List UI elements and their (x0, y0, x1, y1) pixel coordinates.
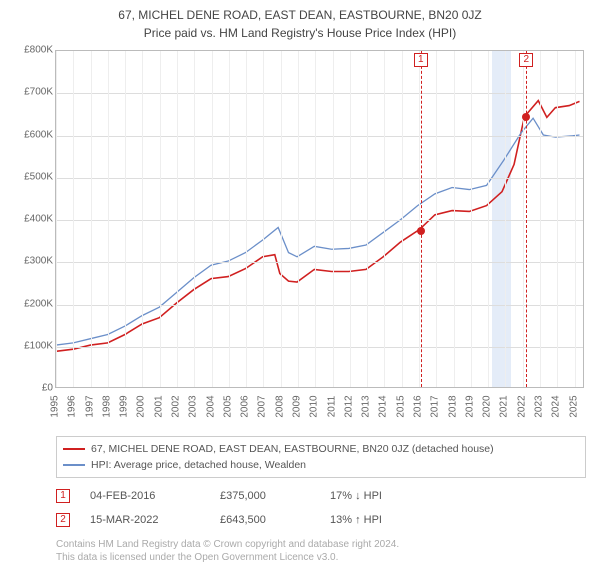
sale-dashline (526, 51, 527, 387)
x-axis-label: 2007 (257, 395, 268, 417)
x-axis-label: 2005 (222, 395, 233, 417)
x-axis-label: 2019 (464, 395, 475, 417)
series-hpi (56, 118, 580, 345)
sale-row-1: 1 04-FEB-2016 £375,000 17% ↓ HPI (56, 484, 590, 508)
x-axis-label: 1999 (119, 395, 130, 417)
x-axis-label: 2006 (240, 395, 251, 417)
x-axis-label: 1997 (84, 395, 95, 417)
x-axis-label: 2008 (274, 395, 285, 417)
y-axis-label: £700K (10, 87, 53, 98)
legend-item-price: 67, MICHEL DENE ROAD, EAST DEAN, EASTBOU… (63, 441, 579, 457)
legend-swatch-hpi (63, 464, 85, 466)
x-axis-label: 2002 (171, 395, 182, 417)
x-axis-label: 2022 (516, 395, 527, 417)
x-axis-label: 2015 (395, 395, 406, 417)
y-axis-label: £300K (10, 256, 53, 267)
x-axis-label: 2016 (413, 395, 424, 417)
y-axis-label: £500K (10, 171, 53, 182)
x-axis-label: 1998 (101, 395, 112, 417)
sale-diff-2: 13% ↑ HPI (330, 514, 430, 526)
sale-row-2: 2 15-MAR-2022 £643,500 13% ↑ HPI (56, 508, 590, 532)
sale-marker-1: 1 (56, 489, 70, 503)
sale-date-2: 15-MAR-2022 (90, 514, 220, 526)
x-axis-label: 2025 (568, 395, 579, 417)
legend-item-hpi: HPI: Average price, detached house, Weal… (63, 457, 579, 473)
attribution: Contains HM Land Registry data © Crown c… (56, 538, 590, 564)
sale-marker-2: 2 (56, 513, 70, 527)
x-axis-label: 1995 (50, 395, 61, 417)
chart-area: 12 £0£100K£200K£300K£400K£500K£600K£700K… (10, 46, 590, 426)
legend-label-hpi: HPI: Average price, detached house, Weal… (91, 459, 306, 471)
y-axis-label: £0 (10, 383, 53, 394)
sale-dot (522, 113, 530, 121)
chart-title-subtitle: Price paid vs. HM Land Registry's House … (10, 26, 590, 40)
x-axis-label: 2014 (378, 395, 389, 417)
x-axis-label: 2012 (343, 395, 354, 417)
x-axis-label: 2009 (292, 395, 303, 417)
legend-swatch-price (63, 448, 85, 450)
y-axis-label: £200K (10, 298, 53, 309)
x-axis-label: 2017 (430, 395, 441, 417)
legend-label-price: 67, MICHEL DENE ROAD, EAST DEAN, EASTBOU… (91, 443, 494, 455)
x-axis-label: 2023 (534, 395, 545, 417)
sale-price-2: £643,500 (220, 514, 330, 526)
legend-box: 67, MICHEL DENE ROAD, EAST DEAN, EASTBOU… (56, 436, 586, 478)
x-axis-label: 2003 (188, 395, 199, 417)
y-axis-label: £600K (10, 129, 53, 140)
x-axis-label: 2018 (447, 395, 458, 417)
chart-title-address: 67, MICHEL DENE ROAD, EAST DEAN, EASTBOU… (10, 8, 590, 22)
x-axis-label: 2020 (482, 395, 493, 417)
x-axis-label: 1996 (67, 395, 78, 417)
series-price_paid (56, 101, 580, 352)
y-axis-label: £100K (10, 340, 53, 351)
x-axis-label: 2021 (499, 395, 510, 417)
x-axis-label: 2011 (326, 396, 337, 418)
y-axis-label: £400K (10, 214, 53, 225)
attribution-line2: This data is licensed under the Open Gov… (56, 551, 590, 564)
sale-marker-label: 2 (519, 53, 533, 67)
x-axis-label: 2001 (153, 395, 164, 417)
sale-diff-1: 17% ↓ HPI (330, 490, 430, 502)
chart-svg (56, 51, 583, 387)
x-axis-label: 2000 (136, 395, 147, 417)
sale-marker-label: 1 (414, 53, 428, 67)
x-axis-label: 2024 (551, 395, 562, 417)
attribution-line1: Contains HM Land Registry data © Crown c… (56, 538, 590, 551)
sale-date-1: 04-FEB-2016 (90, 490, 220, 502)
sale-price-1: £375,000 (220, 490, 330, 502)
x-axis-label: 2004 (205, 395, 216, 417)
sale-dot (417, 227, 425, 235)
plot-area: 12 (55, 50, 584, 388)
y-axis-label: £800K (10, 45, 53, 56)
x-axis-label: 2010 (309, 395, 320, 417)
sale-dashline (421, 51, 422, 387)
x-axis-label: 2013 (361, 395, 372, 417)
